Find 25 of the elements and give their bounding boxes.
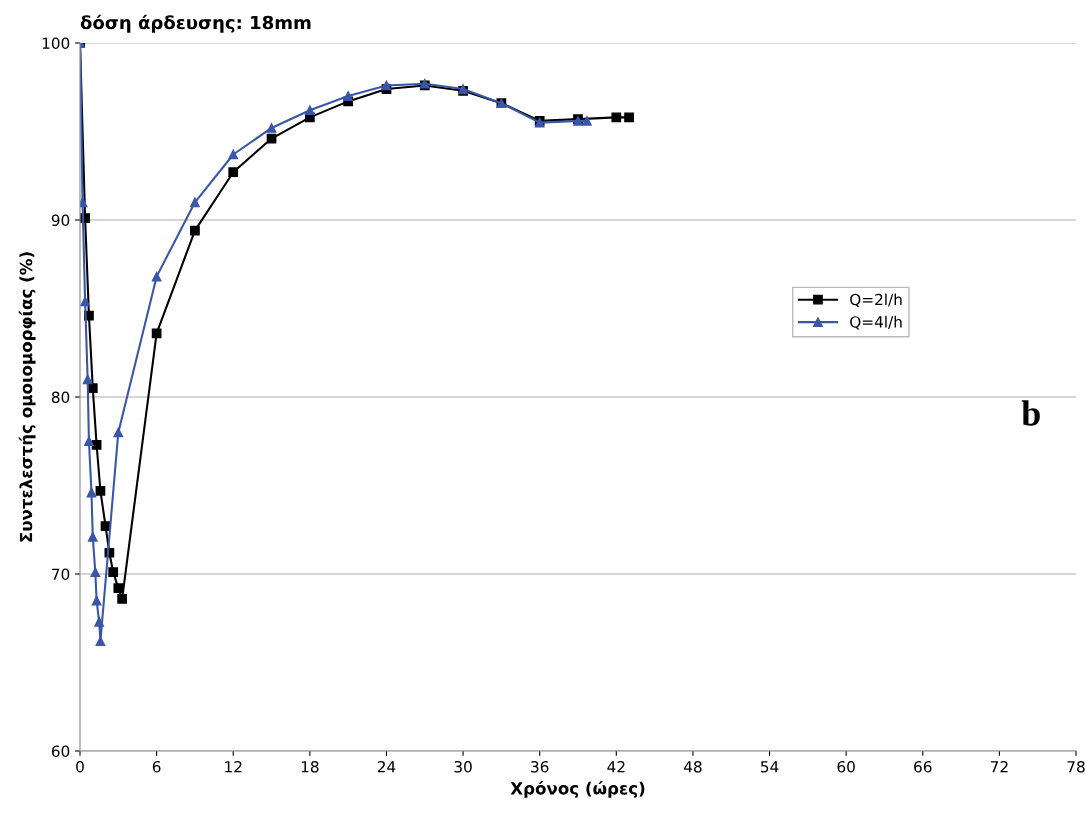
legend-label: Q=2l/h — [850, 293, 902, 308]
y-tick-label: 90 — [51, 214, 70, 227]
legend-label: Q=4l/h — [850, 315, 902, 330]
y-tick-label: 100 — [42, 37, 70, 50]
x-tick-label: 36 — [531, 760, 549, 773]
x-tick-label: 48 — [683, 760, 702, 773]
x-tick-label: 12 — [225, 760, 242, 773]
y-tick-label: 80 — [51, 391, 70, 404]
y-tick-label: 70 — [52, 568, 70, 581]
x-tick-label: 78 — [1067, 760, 1085, 773]
annotation: b — [1021, 400, 1040, 426]
chart-title: δόση άρδευσης: 18mm — [80, 14, 311, 33]
x-tick-label: 30 — [454, 760, 472, 773]
x-tick-label: 72 — [990, 760, 1008, 773]
x-tick-label: 6 — [152, 760, 161, 773]
x-tick-label: 42 — [607, 760, 625, 773]
x-tick-label: 60 — [837, 760, 855, 773]
y-axis-title: Συντελεστής ομοιομορφίας (%) — [18, 252, 36, 542]
x-tick-label: 24 — [377, 760, 396, 773]
x-axis-title: Χρόνος (ώρες) — [510, 781, 645, 798]
x-tick-label: 66 — [914, 760, 932, 773]
y-tick-label: 60 — [51, 745, 70, 758]
x-tick-label: 18 — [301, 760, 319, 773]
x-tick-label: 0 — [76, 760, 84, 773]
x-tick-label: 54 — [761, 761, 779, 773]
